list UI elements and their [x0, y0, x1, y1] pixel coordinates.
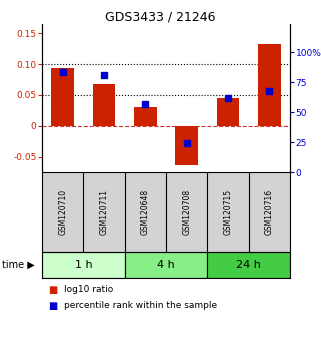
Bar — [134, 107, 157, 126]
Text: percentile rank within the sample: percentile rank within the sample — [65, 302, 218, 310]
Bar — [93, 84, 115, 126]
Text: GSM120711: GSM120711 — [100, 189, 108, 235]
Bar — [51, 68, 74, 126]
Text: ■: ■ — [48, 301, 58, 311]
Bar — [175, 126, 198, 165]
Text: GSM120710: GSM120710 — [58, 189, 67, 235]
Bar — [207, 252, 290, 278]
Text: 1 h: 1 h — [74, 260, 92, 270]
Text: GSM120715: GSM120715 — [223, 189, 232, 235]
Text: 4 h: 4 h — [157, 260, 175, 270]
Text: time ▶: time ▶ — [2, 260, 35, 270]
Bar — [125, 252, 207, 278]
Text: GSM120648: GSM120648 — [141, 189, 150, 235]
Text: GSM120708: GSM120708 — [182, 189, 191, 235]
Text: log10 ratio: log10 ratio — [65, 285, 114, 295]
Text: 24 h: 24 h — [236, 260, 261, 270]
Bar — [42, 252, 125, 278]
Text: GSM120716: GSM120716 — [265, 189, 274, 235]
Text: ■: ■ — [48, 285, 58, 295]
Bar — [217, 98, 239, 126]
Text: GDS3433 / 21246: GDS3433 / 21246 — [105, 10, 216, 23]
Bar — [258, 44, 281, 126]
